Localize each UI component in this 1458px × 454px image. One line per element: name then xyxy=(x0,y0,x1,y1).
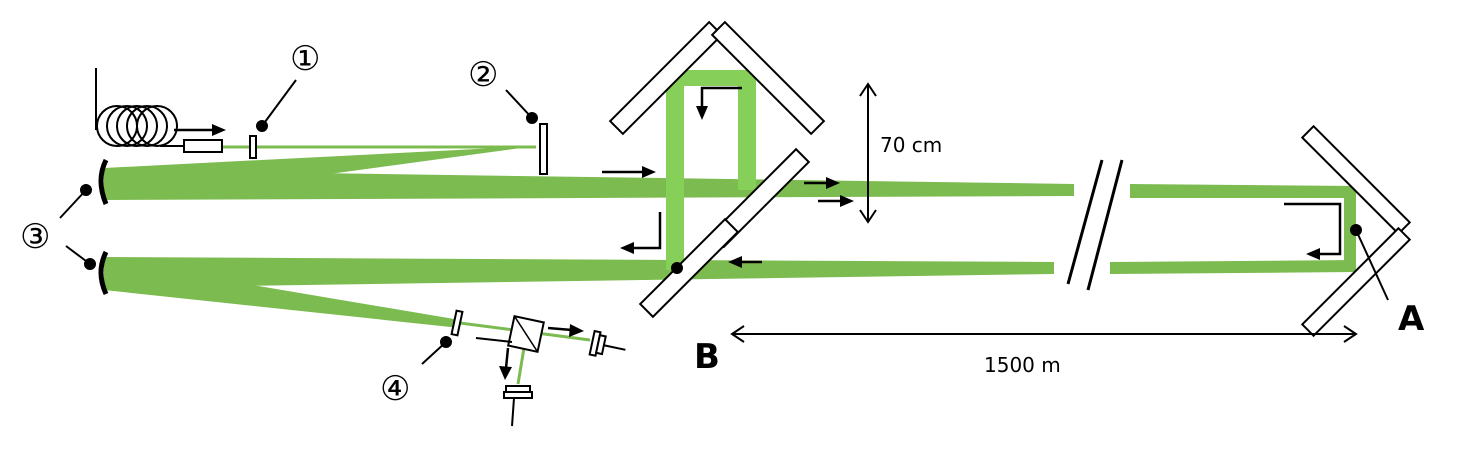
mirror-b xyxy=(638,217,740,319)
corner-arrowheads xyxy=(620,106,1320,260)
marker-2: ② xyxy=(468,55,498,95)
roof-mirror-right xyxy=(710,20,826,136)
break-marks xyxy=(1066,159,1124,291)
end-mirror-upper xyxy=(1300,124,1412,236)
label-a: A xyxy=(1398,299,1425,339)
marker-1: ① xyxy=(290,39,320,79)
marker-3: ③ xyxy=(20,217,50,257)
photodetector-icon-2 xyxy=(503,385,533,427)
beam-lower-right xyxy=(1110,260,1356,274)
dimension-vertical xyxy=(859,82,877,224)
roof-mirror-left xyxy=(608,20,724,136)
dim-label-horizontal: 1500 m xyxy=(984,353,1061,377)
arrow-detector-right xyxy=(547,324,584,337)
beam-lower-left xyxy=(104,257,1054,288)
beam-upper-right xyxy=(1130,184,1356,198)
end-mirror-lower xyxy=(1300,226,1412,338)
pbs-mount-line xyxy=(475,337,513,343)
fiber-collimator xyxy=(183,139,223,153)
arrow-detector-down xyxy=(499,347,512,380)
beam-far-vertical xyxy=(1344,190,1356,266)
waveplate-4 xyxy=(450,309,464,337)
beamsplitter-cube-icon xyxy=(507,315,545,353)
dim-label-vertical: 70 cm xyxy=(880,133,942,157)
waveplate-1 xyxy=(249,135,257,159)
beam-paths xyxy=(104,70,1356,385)
dimension-horizontal xyxy=(730,325,1358,343)
fiber-coil-icon xyxy=(95,68,186,147)
arrow-input-icon xyxy=(174,124,226,136)
label-b: B xyxy=(694,337,720,377)
photodetector-icon xyxy=(588,329,626,357)
beam-wedge-lower xyxy=(104,260,460,328)
beam-roof-loop xyxy=(666,70,756,270)
marker-4: ④ xyxy=(380,369,410,409)
curved-mirror-lower xyxy=(98,250,109,296)
mirror-2 xyxy=(539,123,548,175)
curved-mirror-upper xyxy=(98,158,109,205)
direction-arrows xyxy=(602,166,854,268)
marker-leaders xyxy=(59,79,1389,365)
corner-arrows xyxy=(632,86,1342,256)
beam-upper-left xyxy=(104,170,1074,200)
